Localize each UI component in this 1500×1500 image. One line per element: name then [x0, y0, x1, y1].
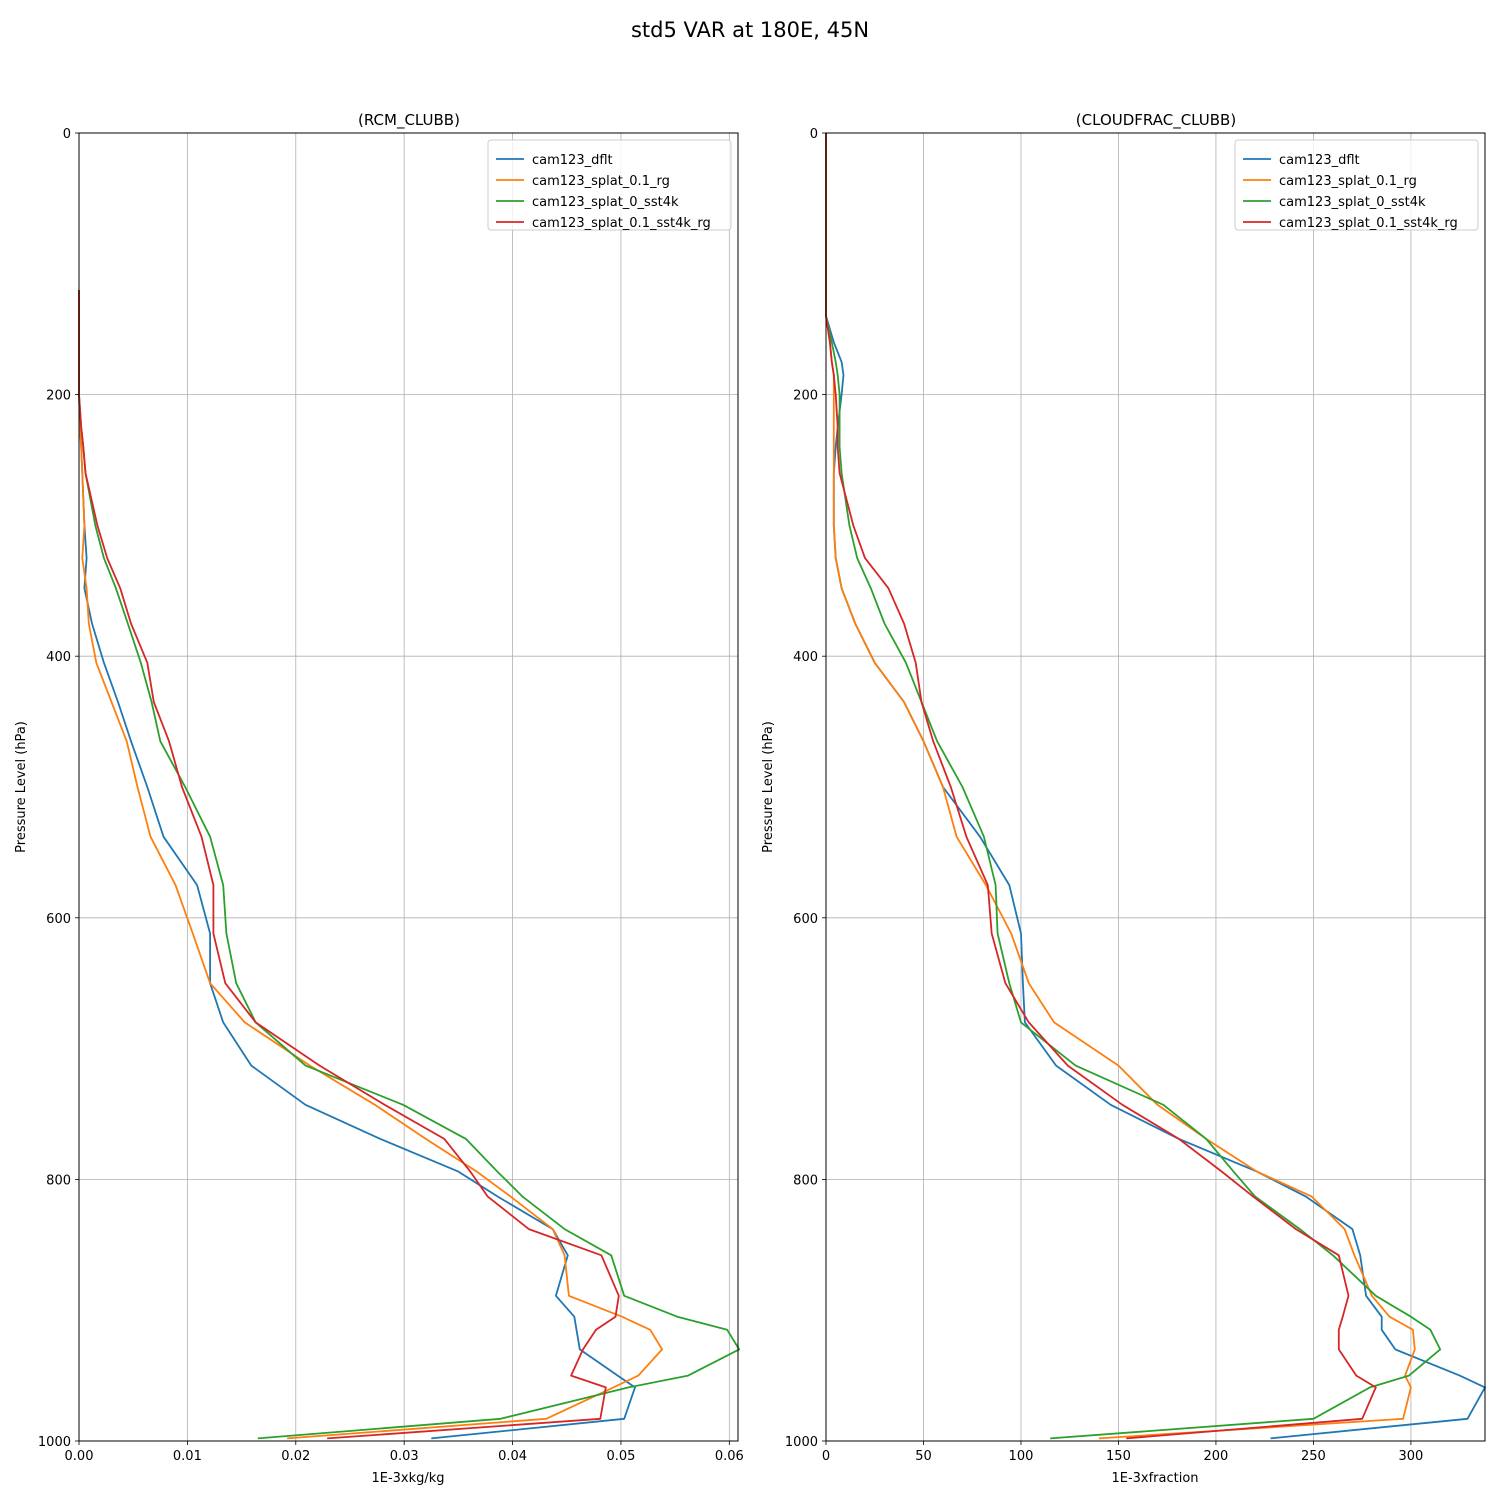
series-cloudfrac-clubb — [825, 133, 1486, 1440]
x-tick-label: 0.05 — [606, 1449, 635, 1464]
series-line-cam123-splat-0-1-rg — [825, 133, 1416, 1440]
legend-label-cam123-splat-0-1-sst4k-rg: cam123_splat_0.1_sst4k_rg — [1279, 216, 1458, 231]
legend-label-cam123-splat-0-1-rg: cam123_splat_0.1_rg — [1279, 174, 1417, 189]
x-tick-label: 0.00 — [65, 1449, 94, 1464]
series-line-cam123-splat-0-sst4k — [78, 290, 740, 1440]
axes-frame-cloudfrac-clubb — [825, 132, 1486, 1442]
x-tick-label: 0.04 — [498, 1449, 527, 1464]
x-axis-label-rcm-clubb: 1E-3xkg/kg — [371, 1471, 444, 1486]
legend-label-cam123-splat-0-sst4k: cam123_splat_0_sst4k — [1279, 195, 1426, 210]
panel-cloudfrac-clubb: (CLOUDFRAC_CLUBB) 0 50 100 150 200 250 300 0 200… — [761, 111, 1486, 1486]
x-tick-label: 150 — [1106, 1449, 1131, 1464]
legend-box — [487, 139, 732, 231]
y-tick-label: 800 — [793, 1173, 818, 1188]
series-line-cam123-dflt — [78, 290, 636, 1440]
y-tick-label: 200 — [46, 389, 71, 404]
series-rcm-clubb — [78, 290, 740, 1440]
y-tick-label: 400 — [46, 650, 71, 665]
grid-rcm-clubb — [78, 132, 738, 1442]
y-tick-label: 0 — [810, 127, 818, 142]
ticks-rcm-clubb: 0.00 0.01 0.02 0.03 0.04 0.05 0.06 0 200 400 600 80… — [38, 127, 744, 1464]
panel-rcm-clubb: (RCM_CLUBB) 0.00 0.01 0.02 0.03 0.04 0.05 0.06… — [14, 111, 744, 1486]
legend-label-cam123-splat-0-1-rg: cam123_splat_0.1_rg — [532, 174, 670, 189]
x-tick-label: 0.02 — [281, 1449, 310, 1464]
x-tick-label: 250 — [1301, 1449, 1326, 1464]
y-tick-label: 600 — [46, 912, 71, 927]
x-tick-label: 0.03 — [390, 1449, 419, 1464]
legend-box — [1234, 139, 1479, 231]
series-line-cam123-splat-0-1-sst4k-rg — [78, 290, 620, 1440]
y-axis-label-rcm-clubb: Pressure Level (hPa) — [14, 721, 29, 853]
x-tick-label: 50 — [915, 1449, 932, 1464]
x-tick-label: 200 — [1204, 1449, 1229, 1464]
x-tick-label: 0.06 — [715, 1449, 744, 1464]
x-tick-label: 100 — [1009, 1449, 1034, 1464]
y-tick-label: 1000 — [785, 1435, 818, 1450]
legend-label-cam123-splat-0-sst4k: cam123_splat_0_sst4k — [532, 195, 679, 210]
y-tick-label: 0 — [63, 127, 71, 142]
series-line-cam123-splat-0-1-sst4k-rg — [825, 133, 1377, 1440]
y-axis-label-cloudfrac-clubb: Pressure Level (hPa) — [761, 721, 776, 853]
series-line-cam123-splat-0-sst4k — [825, 133, 1442, 1440]
panel-title-cloudfrac-clubb: (CLOUDFRAC_CLUBB) — [1076, 111, 1236, 130]
ticks-cloudfrac-clubb: 0 50 100 150 200 250 300 0 200 400 600 800 1000 — [785, 127, 1423, 1464]
axes-frame-rcm-clubb — [78, 132, 739, 1442]
y-tick-label: 800 — [46, 1173, 71, 1188]
legend-label-cam123-dflt: cam123_dflt — [532, 153, 613, 168]
y-tick-label: 200 — [793, 389, 818, 404]
legend-cloudfrac-clubb: cam123_dflt cam123_splat_0.1_rg cam123_spl… — [1234, 139, 1479, 231]
legend-label-cam123-splat-0-1-sst4k-rg: cam123_splat_0.1_sst4k_rg — [532, 216, 711, 231]
legend-label-cam123-dflt: cam123_dflt — [1279, 153, 1360, 168]
y-tick-label: 1000 — [38, 1435, 71, 1450]
x-axis-label-cloudfrac-clubb: 1E-3xfraction — [1111, 1471, 1198, 1486]
figure-title: std5 VAR at 180E, 45N — [631, 18, 869, 42]
y-tick-label: 400 — [793, 650, 818, 665]
series-line-cam123-dflt — [825, 133, 1486, 1440]
y-tick-label: 600 — [793, 912, 818, 927]
panel-title-rcm-clubb: (RCM_CLUBB) — [358, 111, 460, 130]
series-line-cam123-splat-0-1-rg — [78, 290, 663, 1440]
legend-rcm-clubb: cam123_dflt cam123_splat_0.1_rg cam123_spl… — [487, 139, 732, 231]
x-tick-label: 300 — [1398, 1449, 1423, 1464]
x-tick-label: 0 — [822, 1449, 830, 1464]
grid-cloudfrac-clubb — [825, 132, 1485, 1442]
x-tick-label: 0.01 — [173, 1449, 202, 1464]
